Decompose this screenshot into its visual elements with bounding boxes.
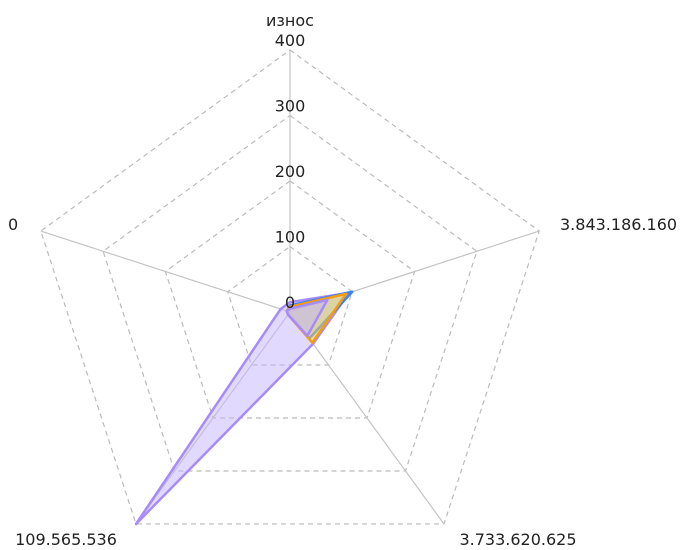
axis-label: износ	[266, 11, 314, 30]
grid-ring	[102, 114, 478, 472]
axis-label: 3.843.186.160	[560, 215, 677, 234]
axis-label: 109.565.536	[15, 530, 117, 549]
radar-spokes	[40, 50, 540, 525]
grid-ring	[164, 180, 416, 419]
series-polygon	[285, 298, 329, 338]
axis-label: 3.733.620.625	[459, 530, 576, 549]
tick-label: 400	[275, 31, 306, 50]
axis-spoke	[289, 311, 445, 525]
tick-label: 100	[275, 228, 306, 247]
tick-label: 0	[285, 293, 295, 312]
axis-label: 0	[8, 215, 18, 234]
radar-axis-labels: износ 3.843.186.160 3.733.620.625 109.565.5…	[8, 11, 677, 549]
radar-tick-labels: 0 100 200 300 400	[275, 31, 306, 312]
grid-ring	[40, 49, 540, 525]
axis-spoke	[40, 230, 291, 313]
tick-label: 300	[275, 97, 306, 116]
tick-label: 200	[275, 162, 306, 181]
radar-series	[134, 290, 354, 526]
